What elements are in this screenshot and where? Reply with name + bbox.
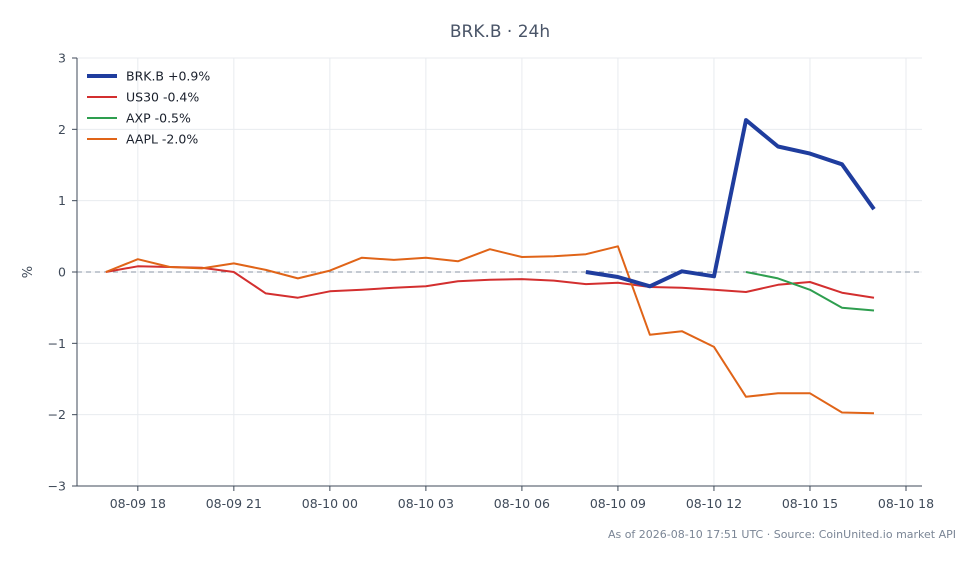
y-tick-label: −1 bbox=[48, 336, 66, 351]
y-tick-label: −3 bbox=[48, 479, 66, 494]
y-tick-label: 3 bbox=[58, 51, 66, 66]
y-tick-label: 1 bbox=[58, 193, 66, 208]
x-tick-label: 08-10 09 bbox=[590, 496, 646, 511]
chart-title: BRK.B · 24h bbox=[450, 22, 550, 42]
series-line-axp bbox=[745, 271, 875, 312]
legend-label: AXP -0.5% bbox=[126, 111, 191, 126]
x-tick-label: 08-09 18 bbox=[110, 496, 166, 511]
series-group bbox=[105, 118, 876, 415]
x-tick-label: 08-10 06 bbox=[494, 496, 550, 511]
legend-label: AAPL -2.0% bbox=[126, 132, 198, 147]
x-ticks: 08-09 18 08-09 21 08-10 00 08-10 03 08-10 06… bbox=[110, 486, 934, 511]
footer-note: As of 2026-08-10 17:51 UTC · Source: Coi… bbox=[608, 528, 956, 541]
y-tick-label: 2 bbox=[58, 122, 66, 137]
legend-label: US30 -0.4% bbox=[126, 90, 199, 105]
x-tick-label: 08-09 21 bbox=[206, 496, 262, 511]
x-tick-label: 08-10 15 bbox=[782, 496, 838, 511]
series-line-brk-b bbox=[585, 118, 876, 289]
y-axis-label: % bbox=[21, 266, 36, 278]
y-tick-label: −2 bbox=[48, 407, 66, 422]
x-tick-label: 08-10 18 bbox=[878, 496, 934, 511]
x-tick-label: 08-10 00 bbox=[302, 496, 358, 511]
legend: BRK.B +0.9% US30 -0.4% AXP -0.5% AAPL -2.0% bbox=[87, 69, 210, 147]
x-tick-label: 08-10 03 bbox=[398, 496, 454, 511]
series-line-aapl bbox=[105, 245, 875, 415]
x-tick-label: 08-10 12 bbox=[686, 496, 742, 511]
y-ticks: 3 2 1 0 −1 −2 −3 bbox=[48, 51, 77, 494]
legend-label: BRK.B +0.9% bbox=[126, 69, 210, 84]
series-line-us30 bbox=[105, 265, 875, 299]
y-tick-label: 0 bbox=[58, 265, 66, 280]
